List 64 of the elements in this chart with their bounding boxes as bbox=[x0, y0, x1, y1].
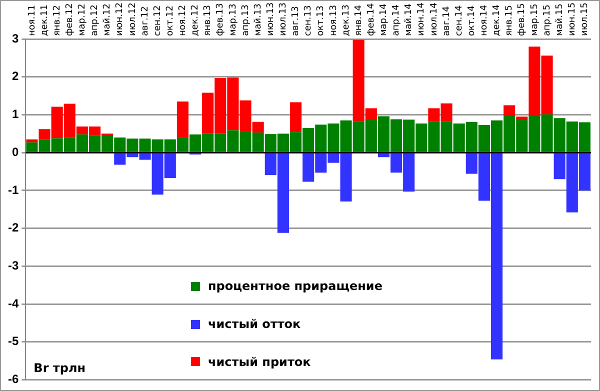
y-tick-label: -4 bbox=[8, 296, 19, 310]
x-tick-label: ноя.11 bbox=[27, 4, 38, 36]
x-tick-label: авг.12 bbox=[140, 6, 150, 36]
x-tick-label: сен.12 bbox=[152, 5, 163, 36]
x-tick-label: ноя.12 bbox=[178, 4, 188, 36]
x-tick-label: окт.13 bbox=[316, 6, 326, 36]
x-tick-label: авг.14 bbox=[442, 6, 452, 36]
x-tick-label: июл.15 bbox=[580, 2, 590, 36]
bar bbox=[26, 139, 38, 142]
x-tick-label: фев.14 bbox=[366, 2, 376, 36]
bar bbox=[290, 102, 302, 132]
x-tick-label: июн.13 bbox=[266, 2, 276, 36]
x-tick-label: апр.12 bbox=[90, 4, 100, 36]
bar bbox=[176, 101, 188, 138]
x-tick-label: янв.15 bbox=[504, 5, 515, 36]
x-tick-label: июл.13 bbox=[278, 2, 289, 36]
x-tick-label: июн.12 bbox=[115, 2, 126, 36]
y-tick-label: -2 bbox=[8, 220, 19, 235]
x-tick-label: июл.14 bbox=[429, 2, 440, 36]
legend-label: чистый отток bbox=[208, 317, 301, 331]
x-tick-label: окт.12 bbox=[165, 6, 176, 36]
annotation: Br трлн bbox=[34, 360, 86, 375]
x-tick-label: дек.13 bbox=[341, 4, 352, 36]
x-tick-label: апр.15 bbox=[542, 4, 552, 36]
x-tick-label: фев.12 bbox=[64, 3, 75, 36]
x-tick-label: май.13 bbox=[253, 4, 264, 36]
x-tick-label: дек.14 bbox=[492, 4, 502, 36]
x-tick-label: сен.13 bbox=[304, 5, 314, 36]
x-tick-label: янв.13 bbox=[203, 5, 214, 36]
x-tick-label: сен.14 bbox=[454, 5, 464, 36]
x-tick-label: фев.15 bbox=[517, 3, 528, 36]
x-tick-label: янв.14 bbox=[354, 4, 364, 36]
x-tick-label: мар.14 bbox=[379, 3, 390, 36]
x-tick-label: ноя.14 bbox=[480, 4, 490, 36]
bar bbox=[504, 105, 516, 116]
x-tick-label: июл.12 bbox=[128, 2, 138, 36]
x-tick-label: дек.11 bbox=[40, 4, 50, 36]
x-tick-label: июн.15 bbox=[568, 2, 578, 36]
y-tick-label: 0 bbox=[12, 144, 19, 159]
x-tick-label: дек.12 bbox=[190, 4, 201, 36]
y-tick-label: -1 bbox=[8, 182, 19, 197]
x-tick-label: май.14 bbox=[404, 3, 414, 36]
x-tick-label: ноя.13 bbox=[328, 4, 339, 36]
y-tick-label: -5 bbox=[8, 334, 19, 348]
x-tick-label: янв.12 bbox=[52, 5, 62, 36]
x-tick-label: июн.14 bbox=[416, 2, 427, 36]
y-tick-label: -6 bbox=[8, 372, 19, 386]
x-tick-label: фев.13 bbox=[216, 3, 226, 36]
y-tick-label: 2 bbox=[12, 69, 19, 84]
x-tick-label: авг.13 bbox=[291, 6, 302, 36]
y-tick-label: 3 bbox=[12, 31, 19, 46]
x-tick-label: мар.12 bbox=[78, 4, 88, 36]
x-tick-label: май.15 bbox=[554, 4, 565, 36]
y-tick-label: -3 bbox=[8, 258, 19, 273]
x-tick-label: мар.15 bbox=[530, 4, 540, 36]
legend-label: процентное приращение bbox=[208, 279, 382, 294]
x-tick-label: окт.14 bbox=[466, 5, 477, 36]
legend-label: чистый приток bbox=[208, 354, 311, 369]
x-tick-label: май.12 bbox=[102, 4, 113, 36]
y-tick-label: 1 bbox=[12, 107, 19, 122]
x-tick-label: апр.14 bbox=[392, 4, 402, 36]
bar bbox=[516, 116, 528, 120]
x-tick-label: апр.13 bbox=[240, 4, 251, 36]
x-tick-label: мар.13 bbox=[228, 4, 238, 36]
